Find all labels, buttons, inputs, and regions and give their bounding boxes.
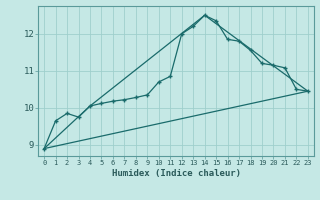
X-axis label: Humidex (Indice chaleur): Humidex (Indice chaleur) <box>111 169 241 178</box>
